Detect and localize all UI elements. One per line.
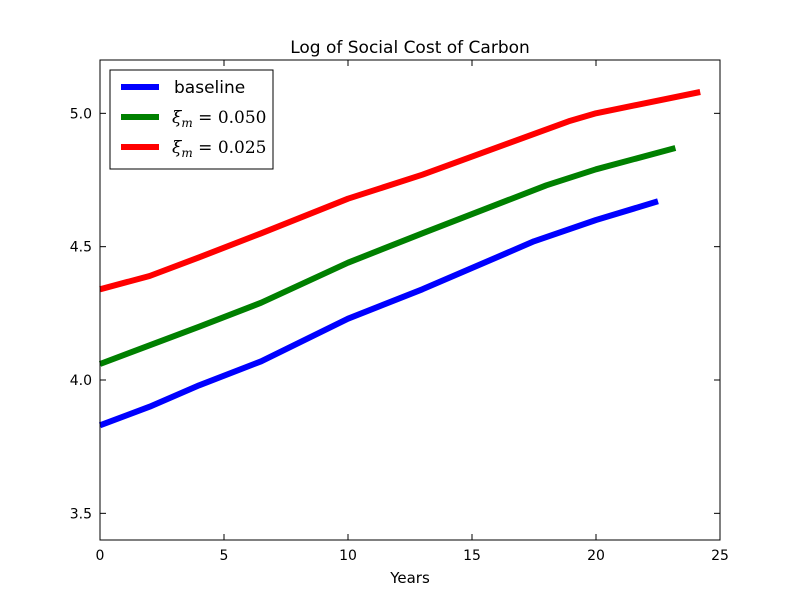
legend-label-2: ξm = 0.025 <box>172 138 267 160</box>
chart-title: Log of Social Cost of Carbon <box>290 38 530 58</box>
x-tick-label: 5 <box>220 548 229 564</box>
legend: baseline ξm = 0.050 ξm = 0.025 <box>109 69 274 170</box>
y-tick-label: 4.5 <box>70 240 92 256</box>
series-line-1 <box>98 145 677 367</box>
legend-label-0: baseline <box>174 78 245 98</box>
x-tick-label: 25 <box>711 548 729 564</box>
x-tick-label: 10 <box>339 548 357 564</box>
series-layer <box>98 89 701 429</box>
y-tick-label: 4.0 <box>70 373 92 389</box>
y-tick-label: 3.5 <box>70 506 92 522</box>
legend-label-1: ξm = 0.050 <box>172 108 267 130</box>
x-tick-label: 15 <box>463 548 481 564</box>
x-tick-label: 0 <box>96 548 105 564</box>
plot-frame <box>99 59 721 541</box>
x-axis-label: Years <box>389 569 430 587</box>
y-tick-label: 5.0 <box>70 106 92 122</box>
series-line-2 <box>99 89 701 293</box>
x-tick-label: 20 <box>587 548 605 564</box>
series-line-0 <box>98 198 659 429</box>
